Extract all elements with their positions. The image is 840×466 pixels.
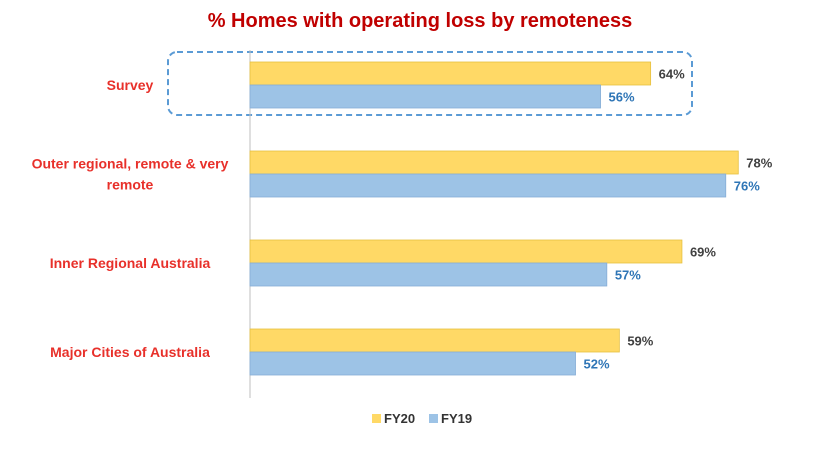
data-label-fy20: 69%: [690, 245, 716, 260]
highlight-layer: [167, 51, 693, 116]
legend-label-fy20: FY20: [384, 411, 415, 426]
labels-layer: Survey 64% 56% Outer regional, remote & ver…: [32, 67, 773, 372]
bar-fy20: [249, 150, 739, 175]
legend-label-fy19: FY19: [441, 411, 472, 426]
bar-fy19: [249, 173, 727, 198]
category-label: Outer regional, remote & very remote: [32, 156, 229, 193]
chart-title: % Homes with operating loss by remotenes…: [207, 10, 633, 32]
data-label-fy20: 78%: [746, 156, 772, 171]
bar-fy20: [249, 328, 620, 353]
data-label-fy20: 64%: [659, 67, 685, 82]
data-label-fy19: 57%: [615, 268, 641, 283]
data-label-fy19: 52%: [584, 357, 610, 372]
category-label: Inner Regional Australia: [50, 255, 211, 271]
legend: FY20 FY19: [372, 411, 472, 426]
bar-fy20: [249, 239, 683, 264]
bar-fy19: [249, 84, 601, 109]
legend-swatch-fy19: [429, 414, 438, 423]
bar-fy19: [249, 262, 608, 287]
category-label: Major Cities of Australia: [50, 344, 210, 360]
legend-swatch-fy20: [372, 414, 381, 423]
bar-fy20: [249, 61, 652, 86]
bar-fy19: [249, 351, 576, 376]
data-label-fy19: 56%: [609, 90, 635, 105]
category-label: Survey: [107, 77, 154, 93]
data-label-fy19: 76%: [734, 179, 760, 194]
data-label-fy20: 59%: [627, 334, 653, 349]
bars-layer: [249, 50, 739, 398]
highlight-box: [167, 51, 693, 116]
